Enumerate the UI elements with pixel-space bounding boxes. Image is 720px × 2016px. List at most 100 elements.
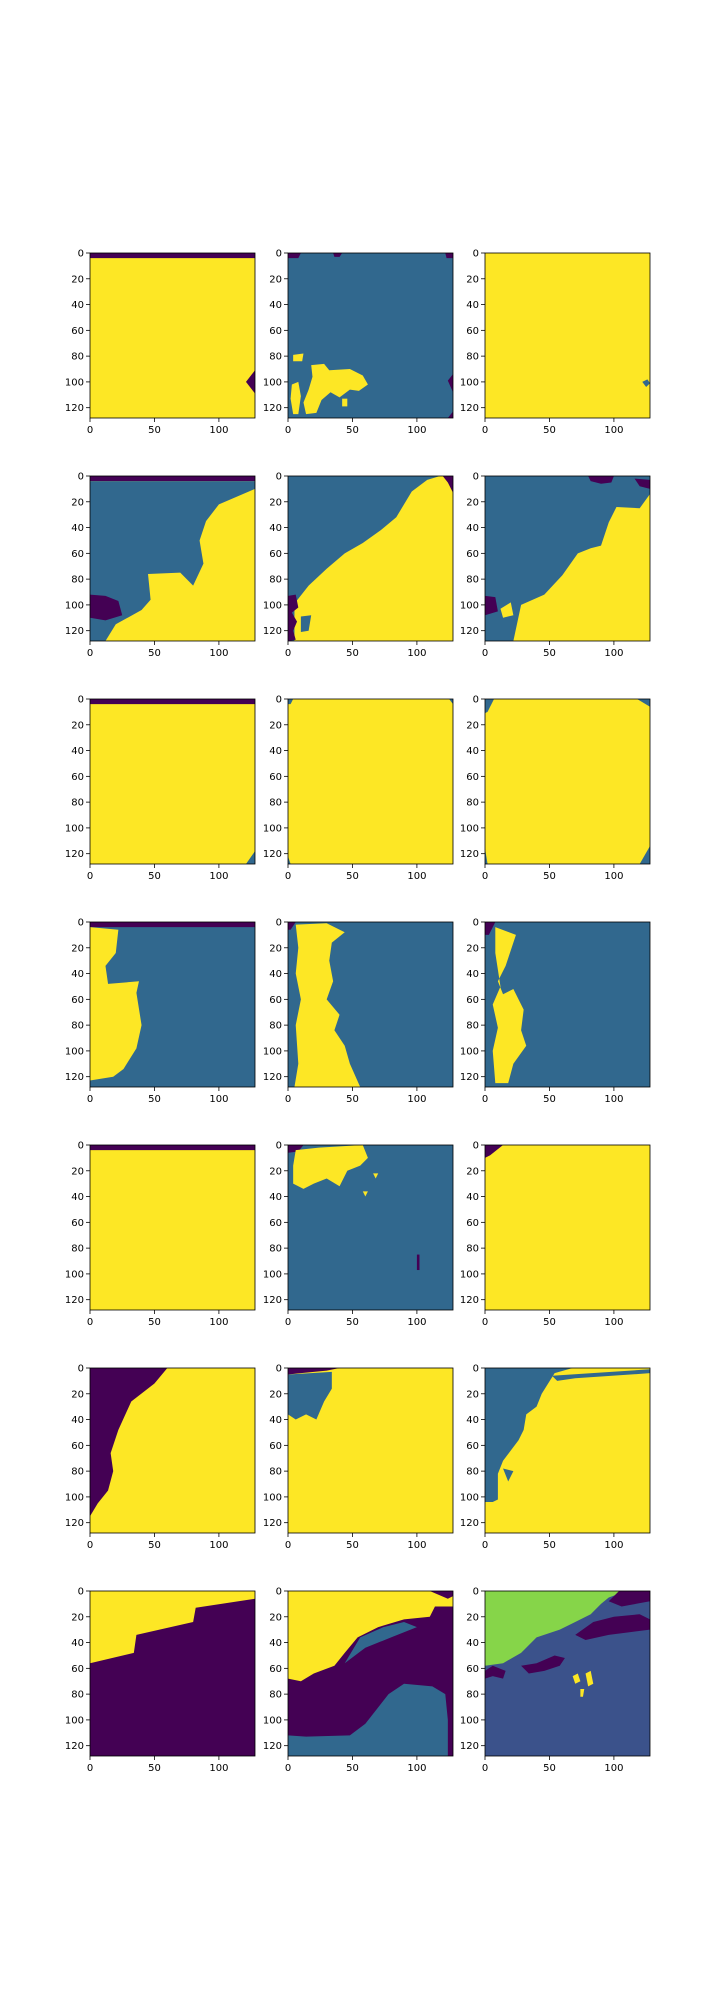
region-purple: [521, 1655, 565, 1674]
region-purple: [445, 253, 453, 259]
y-tick-label: 40: [466, 1415, 479, 1426]
region-yellow: [342, 398, 348, 407]
panel-frame: [287, 252, 454, 419]
panel-image: [288, 253, 453, 418]
y-tick-label: 40: [71, 523, 84, 534]
y-tick-label: 40: [269, 300, 282, 311]
y-tick-label: 120: [460, 849, 479, 860]
region-yellow: [288, 1368, 453, 1533]
y-tick-label: 60: [466, 995, 479, 1006]
x-tick-label: 100: [604, 425, 623, 436]
y-tick-label: 100: [65, 1046, 84, 1057]
y-tick-label: 0: [78, 695, 84, 706]
y-tick-label: 60: [269, 772, 282, 783]
region-yellow: [572, 1673, 581, 1684]
y-tick-label: 40: [269, 1192, 282, 1203]
x-tick-label: 0: [285, 648, 291, 659]
y-tick-label: 80: [269, 1467, 282, 1478]
region-yellow: [362, 1191, 368, 1197]
region-yellow: [580, 1688, 585, 1697]
y-tick-label: 60: [71, 1218, 84, 1229]
panel-frame: [89, 252, 256, 419]
y-tick-label: 60: [466, 326, 479, 337]
region-purple: [485, 1665, 506, 1679]
y-tick-label: 120: [460, 403, 479, 414]
region-yellow: [500, 602, 514, 618]
region-yellow: [293, 1145, 368, 1189]
y-tick-label: 80: [71, 1690, 84, 1701]
y-tick-label: 20: [466, 497, 479, 508]
y-tick-label: 100: [65, 1492, 84, 1503]
region-yellow: [373, 1173, 379, 1179]
y-tick-label: 20: [269, 497, 282, 508]
panel-image: [90, 1368, 255, 1533]
y-tick-label: 120: [460, 1518, 479, 1529]
y-tick-label: 80: [269, 798, 282, 809]
y-tick-label: 0: [276, 1141, 282, 1152]
y-tick-label: 100: [65, 823, 84, 834]
y-tick-label: 100: [460, 1492, 479, 1503]
y-tick-label: 0: [78, 1587, 84, 1598]
y-tick-label: 40: [466, 523, 479, 534]
y-tick-label: 40: [466, 746, 479, 757]
panel-frame: [287, 921, 454, 1088]
region-purple: [447, 374, 453, 393]
x-tick-label: 100: [407, 425, 426, 436]
region-blue: [552, 1369, 650, 1381]
y-tick-label: 40: [269, 523, 282, 534]
panel-frame: [89, 475, 256, 642]
y-tick-label: 100: [263, 600, 282, 611]
y-tick-label: 20: [466, 1166, 479, 1177]
x-tick-label: 100: [209, 1763, 228, 1774]
y-tick-label: 20: [466, 720, 479, 731]
y-tick-label: 60: [466, 549, 479, 560]
x-tick-label: 50: [543, 425, 556, 436]
panel-frame: [287, 1367, 454, 1534]
x-tick-label: 50: [543, 1763, 556, 1774]
y-tick-label: 120: [460, 626, 479, 637]
region-purple: [90, 1145, 255, 1151]
x-tick-label: 50: [148, 1317, 161, 1328]
y-tick-label: 20: [71, 720, 84, 731]
region-blue: [300, 615, 312, 632]
x-tick-label: 0: [87, 1094, 93, 1105]
y-tick-label: 60: [269, 1664, 282, 1675]
region-blue: [639, 845, 650, 864]
x-tick-label: 50: [346, 1094, 359, 1105]
region-yellow: [492, 927, 527, 1084]
x-tick-label: 50: [346, 425, 359, 436]
panel-image: [90, 476, 255, 641]
x-tick-label: 0: [87, 1540, 93, 1551]
region-blue: [90, 481, 255, 641]
y-tick-label: 40: [466, 1192, 479, 1203]
x-tick-label: 50: [543, 871, 556, 882]
y-tick-label: 100: [65, 377, 84, 388]
y-tick-label: 80: [71, 352, 84, 363]
region-purple: [416, 1254, 420, 1271]
panel-image: [90, 1591, 255, 1756]
region-purple: [608, 1591, 650, 1607]
region-purple: [442, 476, 453, 493]
y-tick-label: 20: [466, 274, 479, 285]
y-tick-label: 60: [269, 1218, 282, 1229]
x-tick-label: 0: [482, 648, 488, 659]
panel-image: [485, 253, 650, 418]
panel-frame: [484, 1367, 651, 1534]
y-tick-label: 120: [65, 1072, 84, 1083]
panel-image: [288, 1368, 453, 1533]
x-tick-label: 0: [87, 1317, 93, 1328]
region-purple: [90, 1368, 168, 1517]
y-tick-label: 80: [466, 1467, 479, 1478]
y-tick-label: 120: [460, 1072, 479, 1083]
y-tick-label: 0: [276, 695, 282, 706]
y-tick-label: 120: [65, 1295, 84, 1306]
y-tick-label: 120: [65, 1518, 84, 1529]
panel-frame: [484, 1144, 651, 1311]
region-blue: [344, 1621, 417, 1664]
y-tick-label: 120: [460, 1295, 479, 1306]
